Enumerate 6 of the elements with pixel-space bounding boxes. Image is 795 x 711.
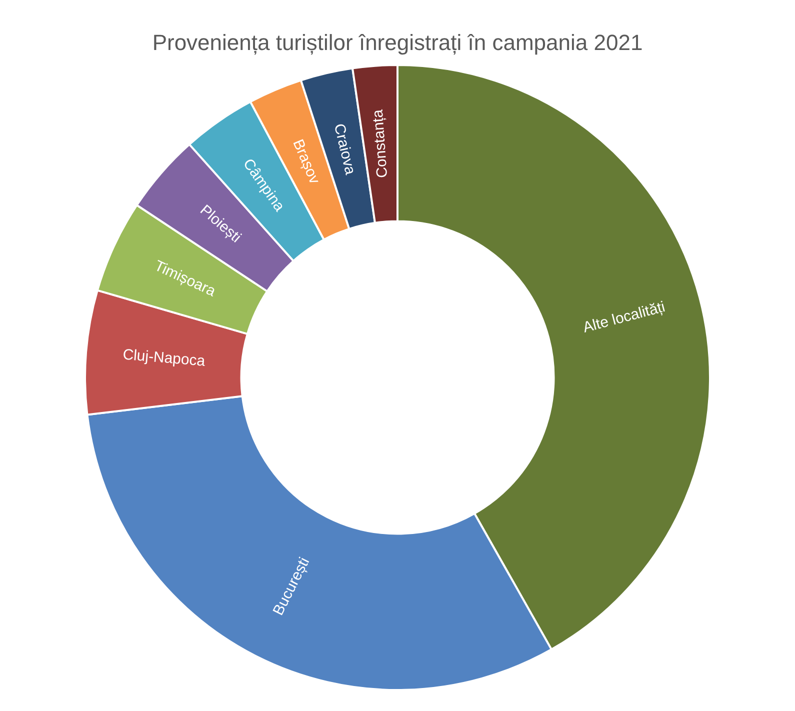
slice-label: Cluj-Napoca bbox=[122, 346, 206, 370]
slice-label: Constanța bbox=[369, 108, 392, 178]
slice-label: Craiova bbox=[330, 122, 359, 177]
slice-label: Brașov bbox=[289, 136, 324, 187]
slice-label: Alte localități bbox=[581, 298, 667, 336]
chart-title: Proveniența turiștilor înregistrați în campania 2021 bbox=[151, 29, 644, 57]
